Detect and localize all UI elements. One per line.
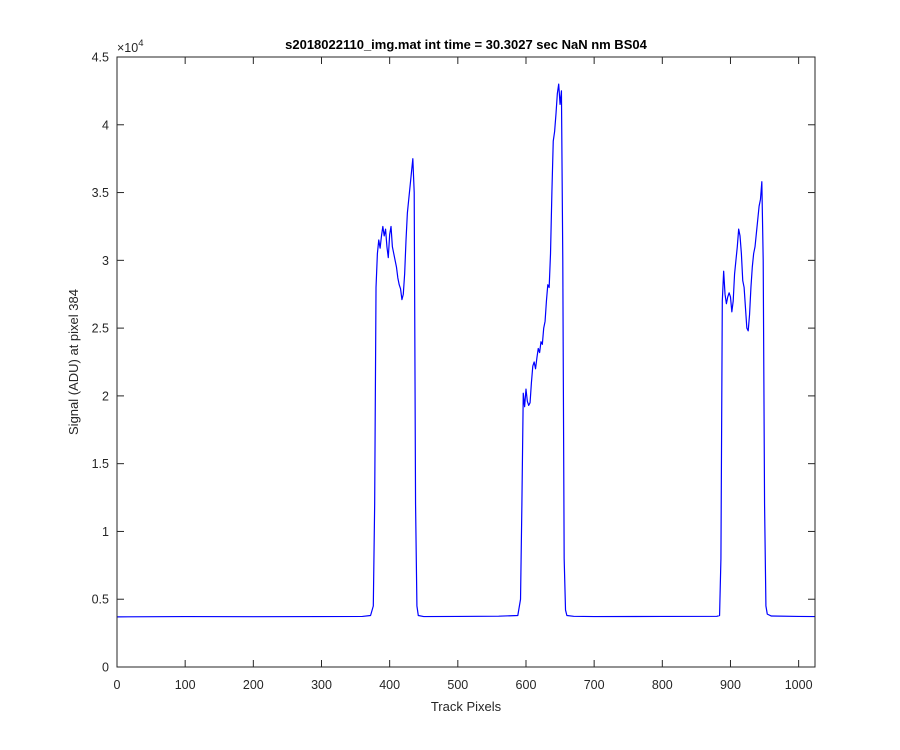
axis-tick-labels: 0 100 200 300 400 500 600 700 800 900 1000 0 0.5 1 1.5… xyxy=(92,51,813,693)
y-tick-label: 2.5 xyxy=(92,322,109,336)
y-tick-label: 3.5 xyxy=(92,186,109,200)
x-tick-label: 1000 xyxy=(785,678,813,692)
y-axis-label: Signal (ADU) at pixel 384 xyxy=(66,289,81,435)
y-tick-label: 0.5 xyxy=(92,593,109,607)
series-line xyxy=(116,83,816,618)
y-tick-label: 4 xyxy=(102,118,109,132)
x-tick-label: 600 xyxy=(516,678,537,692)
plot-area xyxy=(117,57,815,667)
y-tick-label: 1.5 xyxy=(92,457,109,471)
svg-text:×104: ×104 xyxy=(117,38,144,55)
chart-title: s2018022110_img.mat int time = 30.3027 s… xyxy=(285,37,647,52)
x-tick-label: 100 xyxy=(175,678,196,692)
x-tick-label: 400 xyxy=(379,678,400,692)
y-tick-label: 0 xyxy=(102,661,109,675)
x-tick-label: 900 xyxy=(720,678,741,692)
axes-box xyxy=(116,56,816,668)
y-exponent-power: 4 xyxy=(138,38,143,49)
x-tick-label: 200 xyxy=(243,678,264,692)
x-axis-label: Track Pixels xyxy=(431,699,502,714)
y-exponent-base: ×10 xyxy=(117,41,138,55)
x-tick-label: 500 xyxy=(447,678,468,692)
y-tick-label: 3 xyxy=(102,254,109,268)
y-axis-exponent-label: ×104 xyxy=(117,38,144,55)
x-tick-label: 700 xyxy=(584,678,605,692)
x-tick-label: 800 xyxy=(652,678,673,692)
x-tick-label: 0 xyxy=(114,678,121,692)
y-tick-label: 2 xyxy=(102,389,109,403)
x-tick-label: 300 xyxy=(311,678,332,692)
y-tick-label: 4.5 xyxy=(92,51,109,65)
y-tick-label: 1 xyxy=(102,525,109,539)
